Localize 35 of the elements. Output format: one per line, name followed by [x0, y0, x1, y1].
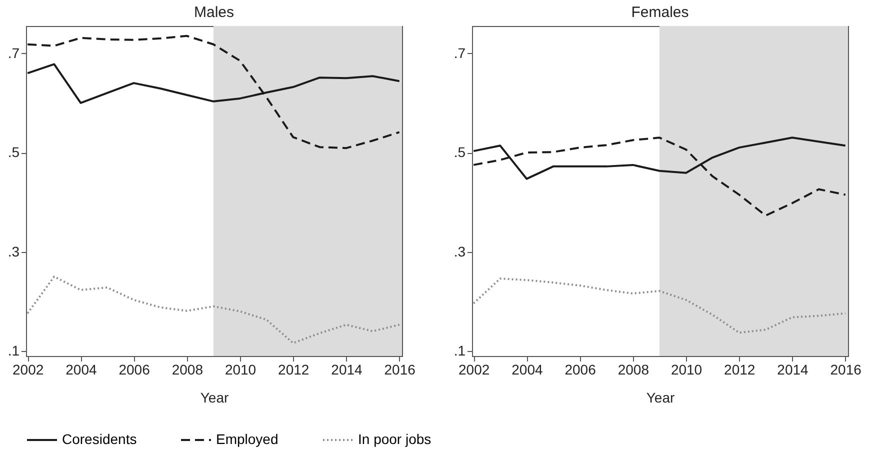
- x-tick-label: 2014: [777, 362, 809, 378]
- x-tick-label: 2010: [224, 362, 256, 378]
- line-series: [472, 136, 846, 217]
- y-tick-label: .1: [454, 342, 466, 359]
- x-tick-label: 2010: [670, 362, 702, 378]
- chart-title: Females: [631, 4, 689, 21]
- x-tick-label: 2002: [458, 362, 490, 378]
- x-axis-title: Year: [200, 390, 229, 406]
- line-series: [26, 276, 400, 344]
- y-tick-label: .3: [454, 243, 466, 260]
- y-tick-label: .5: [454, 144, 466, 160]
- text: .7: [8, 44, 20, 61]
- legend-label: Employed: [216, 431, 278, 447]
- line-series: [26, 34, 400, 150]
- x-tick-label: 2012: [724, 362, 756, 378]
- line-series: [472, 278, 846, 334]
- x-tick-label: 2006: [118, 362, 150, 378]
- x-tick-label: 2008: [618, 362, 650, 378]
- chart-title: Males: [194, 4, 234, 21]
- legend-label: In poor jobs: [358, 431, 432, 447]
- text: .3: [8, 243, 20, 260]
- legend-label: Coresidents: [62, 431, 137, 447]
- x-tick-label: 2002: [12, 362, 44, 378]
- text: .1: [8, 342, 20, 359]
- y-tick-label: .7: [454, 44, 466, 61]
- x-tick-label: 2016: [830, 362, 862, 378]
- x-tick-label: 2016: [384, 362, 416, 378]
- x-tick-label: 2006: [564, 362, 596, 378]
- text: .5: [8, 144, 20, 160]
- x-tick-label: 2004: [66, 362, 97, 378]
- x-tick-label: 2008: [172, 362, 204, 378]
- x-tick-label: 2004: [512, 362, 543, 378]
- x-tick-label: 2014: [331, 362, 363, 378]
- x-tick-label: 2012: [278, 362, 310, 378]
- x-axis-title: Year: [646, 390, 675, 406]
